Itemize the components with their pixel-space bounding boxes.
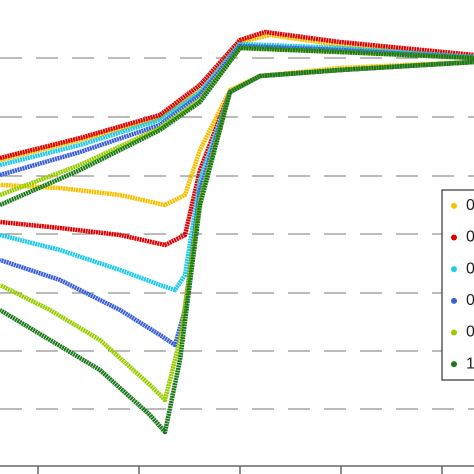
series-line bbox=[0, 43, 474, 348]
series-line bbox=[0, 45, 474, 435]
legend-label: 1 bbox=[466, 355, 474, 372]
legend-marker bbox=[451, 202, 457, 209]
series-line bbox=[0, 45, 474, 403]
legend-marker bbox=[451, 266, 457, 273]
legend-marker bbox=[451, 297, 457, 304]
legend-label: 0 bbox=[466, 260, 474, 277]
series-line bbox=[0, 32, 474, 208]
legend-label: 0 bbox=[466, 197, 474, 214]
legend-label: 0 bbox=[466, 324, 474, 341]
legend-marker bbox=[451, 329, 457, 336]
legend-marker bbox=[451, 361, 457, 368]
series-line bbox=[0, 41, 474, 293]
legend-label: 0 bbox=[466, 292, 474, 309]
legend-box bbox=[441, 189, 474, 381]
legend-label: 0 bbox=[466, 229, 474, 246]
legend-marker bbox=[451, 234, 457, 241]
